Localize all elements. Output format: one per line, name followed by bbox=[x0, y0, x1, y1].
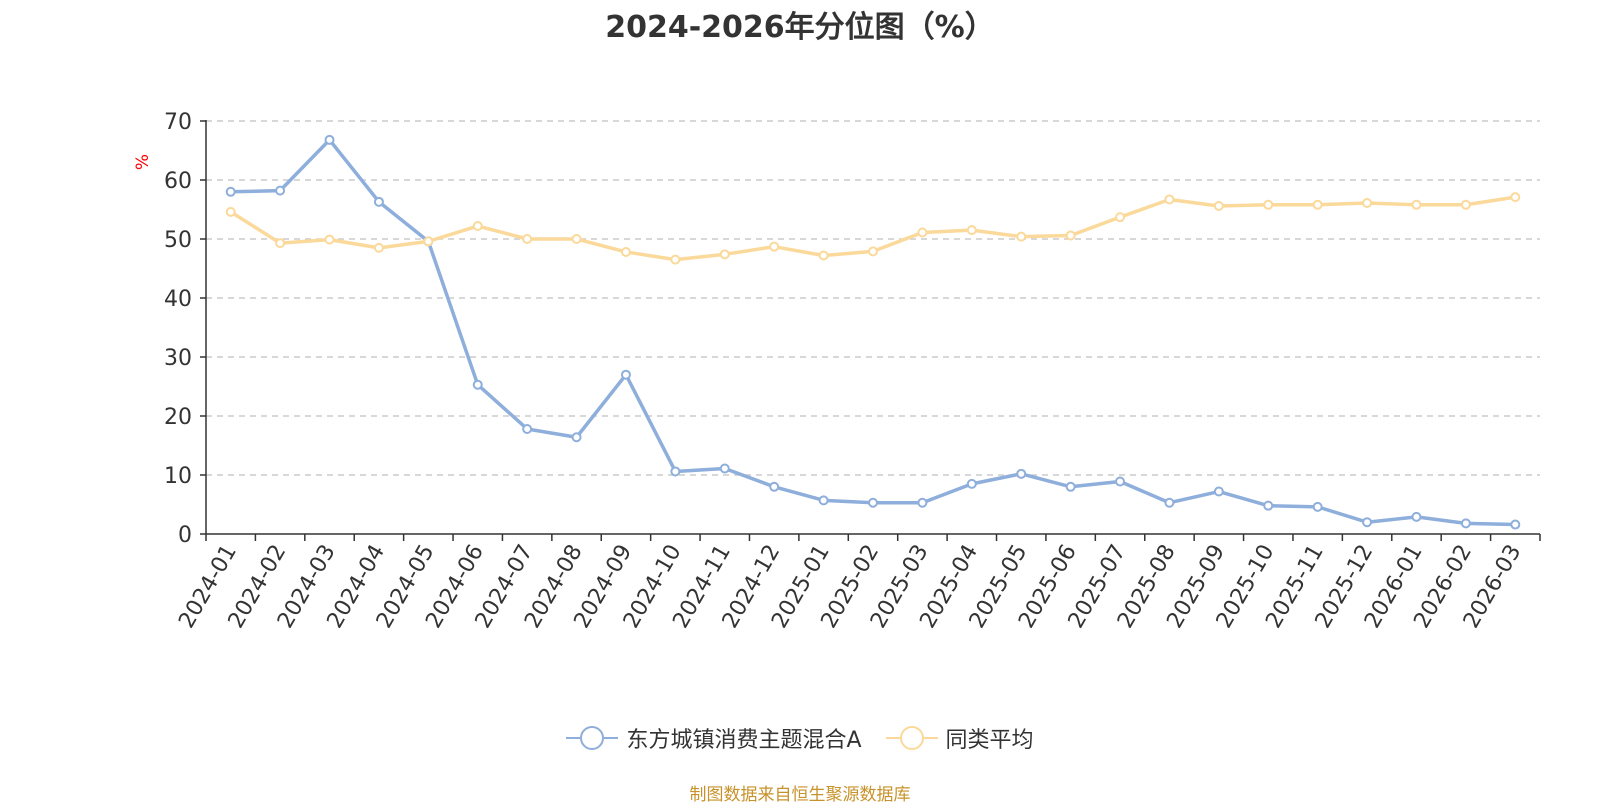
data-point[interactable] bbox=[818, 495, 829, 506]
grid-lines bbox=[206, 120, 1540, 476]
y-tick-label: 30 bbox=[164, 346, 192, 371]
data-point[interactable] bbox=[522, 234, 533, 244]
data-point[interactable] bbox=[1362, 198, 1373, 209]
y-tick-label: 20 bbox=[164, 405, 192, 430]
data-point[interactable] bbox=[966, 225, 977, 236]
series-1 bbox=[225, 134, 1521, 530]
data-point[interactable] bbox=[1164, 194, 1175, 205]
series-lines bbox=[225, 134, 1521, 530]
data-point[interactable] bbox=[522, 423, 533, 434]
data-point[interactable] bbox=[324, 134, 335, 145]
data-point[interactable] bbox=[1510, 519, 1521, 530]
data-point[interactable] bbox=[620, 369, 631, 380]
data-point[interactable] bbox=[917, 497, 928, 508]
y-tick-label: 0 bbox=[178, 523, 192, 548]
y-tick-label: 70 bbox=[164, 110, 192, 135]
legend-label: 同类平均 bbox=[945, 728, 1034, 753]
data-source-note: 制图数据来自恒生聚源数据库 bbox=[689, 785, 911, 805]
data-point[interactable] bbox=[1460, 199, 1471, 210]
data-point[interactable] bbox=[917, 227, 928, 238]
data-point[interactable] bbox=[1411, 511, 1422, 522]
data-point[interactable] bbox=[670, 254, 681, 265]
chart-title: 2024-2026年分位图（%） bbox=[605, 10, 995, 45]
data-point[interactable] bbox=[225, 206, 236, 217]
data-point[interactable] bbox=[324, 234, 335, 245]
data-point[interactable] bbox=[472, 221, 483, 232]
data-point[interactable] bbox=[719, 249, 730, 260]
data-point[interactable] bbox=[1016, 468, 1027, 479]
data-point[interactable] bbox=[868, 497, 878, 508]
data-point[interactable] bbox=[1460, 518, 1471, 529]
data-point[interactable] bbox=[1411, 199, 1422, 210]
data-point[interactable] bbox=[1312, 501, 1323, 512]
data-point[interactable] bbox=[1312, 199, 1323, 210]
series-2 bbox=[225, 192, 1521, 265]
data-point[interactable] bbox=[1115, 212, 1126, 223]
y-tick-label: 10 bbox=[164, 464, 192, 489]
data-point[interactable] bbox=[1263, 500, 1274, 511]
data-point[interactable] bbox=[1510, 192, 1521, 203]
legend-marker-icon bbox=[566, 725, 619, 751]
data-point[interactable] bbox=[1115, 476, 1126, 487]
data-point[interactable] bbox=[1362, 517, 1373, 528]
data-point[interactable] bbox=[769, 241, 780, 252]
y-ticks: 0 10 20 30 40 50 60 70 bbox=[164, 110, 206, 548]
data-point[interactable] bbox=[373, 242, 384, 253]
line-chart: 0 10 20 30 40 50 60 70 2024-012024-022024-03202… bbox=[133, 110, 1541, 633]
data-point[interactable] bbox=[966, 478, 977, 489]
x-ticks: 2024-012024-022024-032024-042024-052024-… bbox=[174, 534, 1541, 633]
data-point[interactable] bbox=[1065, 481, 1076, 492]
data-point[interactable] bbox=[571, 234, 582, 244]
y-tick-label: 50 bbox=[164, 228, 192, 253]
legend-label: 东方城镇消费主题混合A bbox=[626, 728, 862, 753]
data-point[interactable] bbox=[225, 186, 236, 197]
data-point[interactable] bbox=[620, 246, 631, 257]
data-point[interactable] bbox=[275, 238, 286, 249]
data-point[interactable] bbox=[373, 196, 384, 207]
data-point[interactable] bbox=[423, 236, 434, 247]
data-point[interactable] bbox=[868, 246, 878, 257]
data-point[interactable] bbox=[1065, 230, 1076, 241]
data-point[interactable] bbox=[275, 185, 286, 196]
data-point[interactable] bbox=[769, 481, 780, 492]
series-line bbox=[230, 138, 1516, 527]
y-tick-label: 60 bbox=[164, 169, 192, 194]
data-point[interactable] bbox=[1263, 199, 1274, 210]
data-point[interactable] bbox=[1213, 486, 1224, 497]
data-point[interactable] bbox=[1213, 200, 1224, 211]
y-tick-label: 40 bbox=[164, 287, 192, 312]
data-point[interactable] bbox=[571, 432, 582, 443]
legend-marker-icon bbox=[885, 725, 938, 751]
axes bbox=[205, 120, 1540, 535]
legend-item-series-2[interactable]: 同类平均 bbox=[885, 722, 1034, 754]
data-point[interactable] bbox=[1016, 231, 1027, 242]
data-point[interactable] bbox=[472, 379, 483, 390]
data-point[interactable] bbox=[719, 463, 730, 474]
legend-item-series-1[interactable]: 东方城镇消费主题混合A bbox=[566, 722, 862, 754]
legend: 东方城镇消费主题混合A 同类平均 bbox=[0, 722, 1600, 754]
data-point[interactable] bbox=[670, 466, 681, 477]
data-point[interactable] bbox=[1164, 497, 1175, 508]
y-axis-label: % bbox=[133, 154, 153, 170]
data-point[interactable] bbox=[818, 250, 829, 261]
